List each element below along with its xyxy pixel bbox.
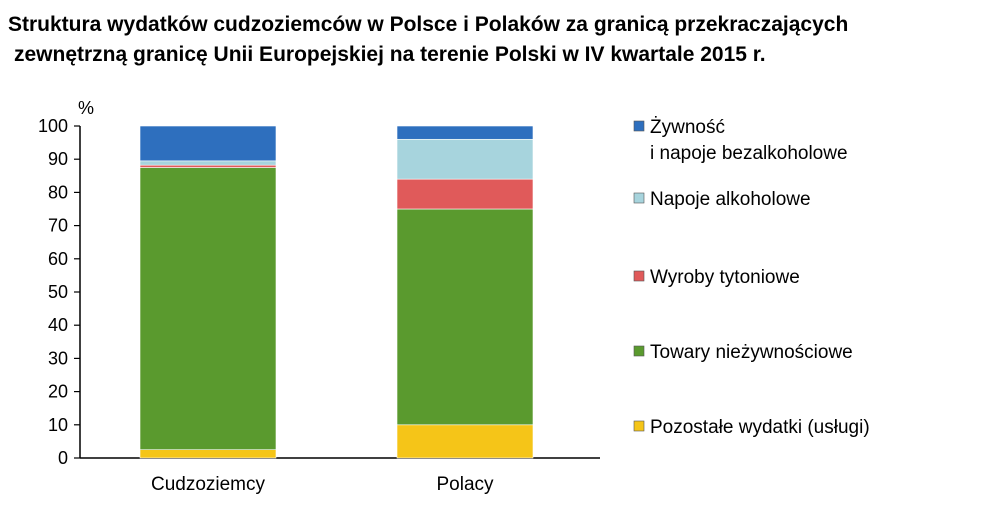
y-tick-label: 0 bbox=[58, 448, 68, 468]
bar-segment bbox=[139, 125, 277, 162]
bar-segment bbox=[139, 160, 277, 166]
y-tick-label: 80 bbox=[48, 182, 68, 202]
y-tick-label: 100 bbox=[38, 116, 68, 136]
y-axis-label: % bbox=[78, 98, 94, 118]
legend-swatch bbox=[633, 120, 645, 132]
y-tick-label: 40 bbox=[48, 315, 68, 335]
chart-title-line-1: Struktura wydatków cudzoziemców w Polsce… bbox=[8, 13, 849, 36]
legend-label: Żywność bbox=[650, 117, 725, 138]
legend: Żywność i napoje bezalkoholowe Napoje alko… bbox=[633, 117, 870, 438]
bar-segment bbox=[396, 178, 534, 210]
y-tick-label: 20 bbox=[48, 382, 68, 402]
legend-label: Napoje alkoholowe bbox=[650, 189, 811, 210]
legend-label: Towary nieżywnościowe bbox=[650, 342, 853, 363]
bars bbox=[139, 125, 534, 459]
y-tick-label: 30 bbox=[48, 348, 68, 368]
chart-title: Struktura wydatków cudzoziemców w Polsce… bbox=[0, 10, 1000, 70]
category-label: Cudzoziemcy bbox=[151, 474, 266, 495]
bar-segment bbox=[139, 167, 277, 451]
bar-segment bbox=[139, 164, 277, 168]
y-tick-label: 60 bbox=[48, 249, 68, 269]
category-label: Polacy bbox=[436, 474, 494, 495]
y-tick-label: 10 bbox=[48, 415, 68, 435]
y-tick-label: 50 bbox=[48, 282, 68, 302]
y-tick-label: 70 bbox=[48, 216, 68, 236]
legend-label: Wyroby tytoniowe bbox=[650, 267, 800, 288]
chart-title-line-2: zewnętrzną granicę Unii Europejskiej na … bbox=[14, 43, 766, 66]
legend-swatch bbox=[633, 270, 645, 282]
legend-swatch bbox=[633, 345, 645, 357]
legend-swatch bbox=[633, 420, 645, 432]
bar-segment bbox=[139, 449, 277, 459]
bar-segment bbox=[396, 424, 534, 459]
legend-label: Pozostałe wydatki (usługi) bbox=[650, 417, 870, 438]
y-tick-label: 90 bbox=[48, 149, 68, 169]
bar-segment bbox=[396, 138, 534, 180]
category-labels: Cudzoziemcy Polacy bbox=[151, 474, 494, 495]
bar-segment bbox=[396, 125, 534, 140]
bar-segment bbox=[396, 208, 534, 426]
legend-swatch bbox=[633, 192, 645, 204]
legend-label: i napoje bezalkoholowe bbox=[650, 143, 848, 164]
